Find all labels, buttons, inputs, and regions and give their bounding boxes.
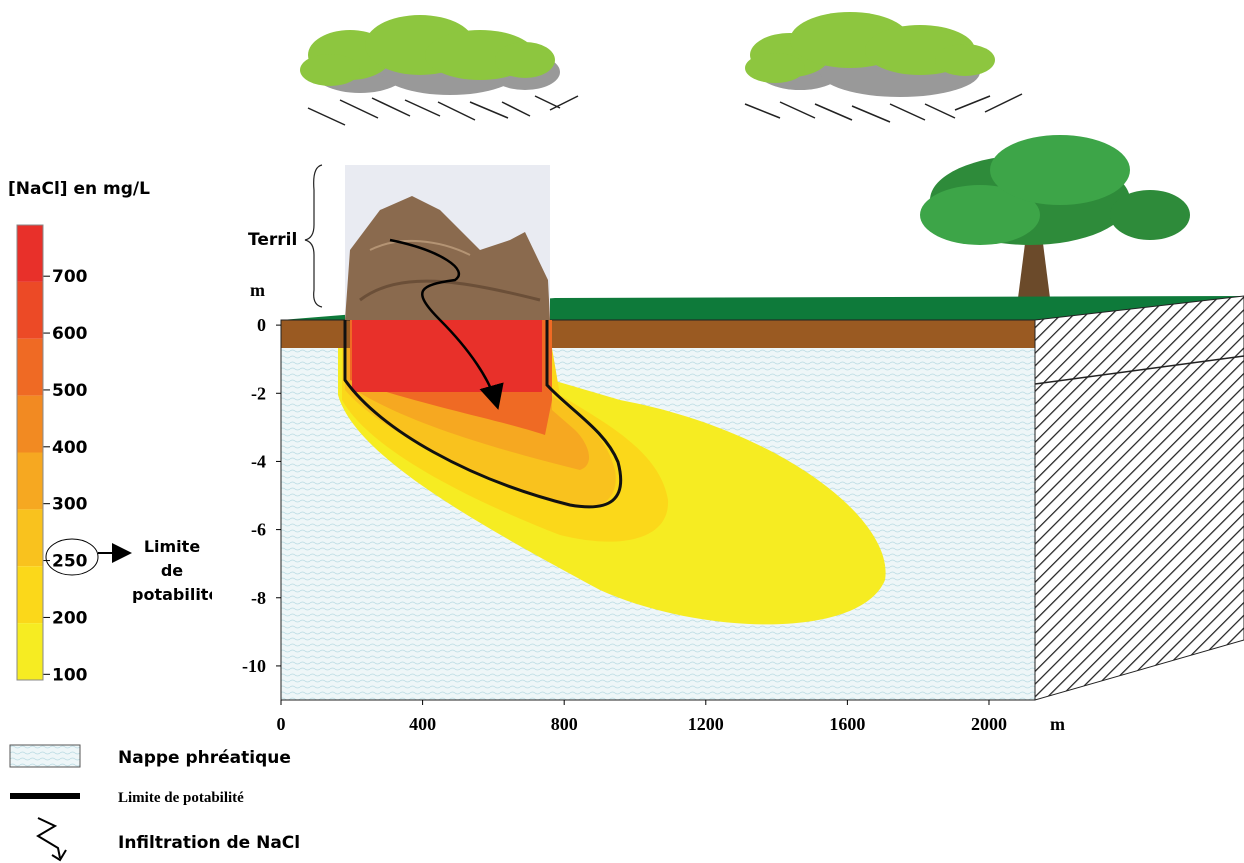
shape xyxy=(340,100,378,118)
shape xyxy=(305,165,322,307)
scale-band xyxy=(17,453,43,510)
shape xyxy=(925,104,955,118)
y-tick-label: -2 xyxy=(251,383,266,403)
shape xyxy=(495,42,555,78)
scale-label: 300 xyxy=(52,495,88,515)
shape xyxy=(1035,296,1244,700)
scale-band xyxy=(17,225,43,282)
scale-label: 500 xyxy=(52,381,88,401)
y-tick-label: 0 xyxy=(257,315,266,335)
shape xyxy=(502,102,530,116)
x-tick-label: 2000 xyxy=(971,714,1007,734)
shape xyxy=(405,100,440,116)
scale-band xyxy=(17,396,43,453)
scale-band xyxy=(17,566,43,623)
y-tick-label: -4 xyxy=(251,451,266,471)
shape xyxy=(38,818,66,860)
shape xyxy=(308,94,1022,125)
x-tick-label: 1200 xyxy=(688,714,724,734)
legend-label: Nappe phréatique xyxy=(118,748,291,768)
page: {"scale":{"title":"[NaCl] en mg/L","leve… xyxy=(0,0,1244,863)
shape xyxy=(352,320,542,392)
x-tick-label: 0 xyxy=(277,714,286,734)
y-tick-label: -10 xyxy=(242,656,266,676)
shape xyxy=(990,135,1130,205)
shape xyxy=(745,104,780,118)
shape xyxy=(550,96,578,110)
shape xyxy=(745,53,805,83)
scale-title: [NaCl] en mg/L xyxy=(8,179,150,199)
y-tick-label: -6 xyxy=(251,520,266,540)
x-axis-unit: m xyxy=(1050,714,1065,734)
clouds xyxy=(300,12,1022,125)
shape xyxy=(10,745,80,767)
scale-label: 400 xyxy=(52,438,88,458)
x-tick-label: 1600 xyxy=(829,714,865,734)
legend: Nappe phréatique Limite de potabilité In… xyxy=(10,745,300,860)
x-tick-label: 800 xyxy=(551,714,578,734)
shape xyxy=(470,102,508,118)
scale-band xyxy=(17,282,43,339)
shape xyxy=(308,108,345,125)
diagram: Terril [NaCl] en mg/L 700 600 500 400 300 250… xyxy=(0,0,1244,863)
shape xyxy=(985,94,1022,112)
shape xyxy=(935,44,995,76)
scale-label: 250 xyxy=(52,552,88,572)
shape xyxy=(780,102,815,118)
shape xyxy=(372,98,410,116)
color-scale: [NaCl] en mg/L 700 600 500 400 300 250 200 100 xyxy=(8,179,150,685)
tree xyxy=(920,135,1190,298)
terril-label: Terril xyxy=(248,230,297,250)
shape xyxy=(815,104,852,120)
shape xyxy=(10,793,80,799)
scale-band xyxy=(17,623,43,680)
shape xyxy=(852,106,890,122)
limit-note: Limite de potabilité xyxy=(132,535,212,603)
legend-label: Infiltration de NaCl xyxy=(118,833,300,853)
x-tick-label: 400 xyxy=(409,714,436,734)
scale-label: 100 xyxy=(52,665,88,685)
shape xyxy=(438,102,475,120)
scale-band xyxy=(17,339,43,396)
scale-label: 700 xyxy=(52,267,88,287)
shape xyxy=(300,54,360,86)
shape xyxy=(890,104,925,120)
scale-label: 600 xyxy=(52,324,88,344)
y-axis-unit: m xyxy=(250,280,265,300)
shape xyxy=(1110,190,1190,240)
shape xyxy=(955,96,990,110)
y-tick-label: -8 xyxy=(251,588,266,608)
limit-note-box: Limite de potabilité xyxy=(132,535,212,603)
scale-band xyxy=(17,509,43,566)
legend-label: Limite de potabilité xyxy=(118,790,244,806)
scale-label: 200 xyxy=(52,608,88,628)
